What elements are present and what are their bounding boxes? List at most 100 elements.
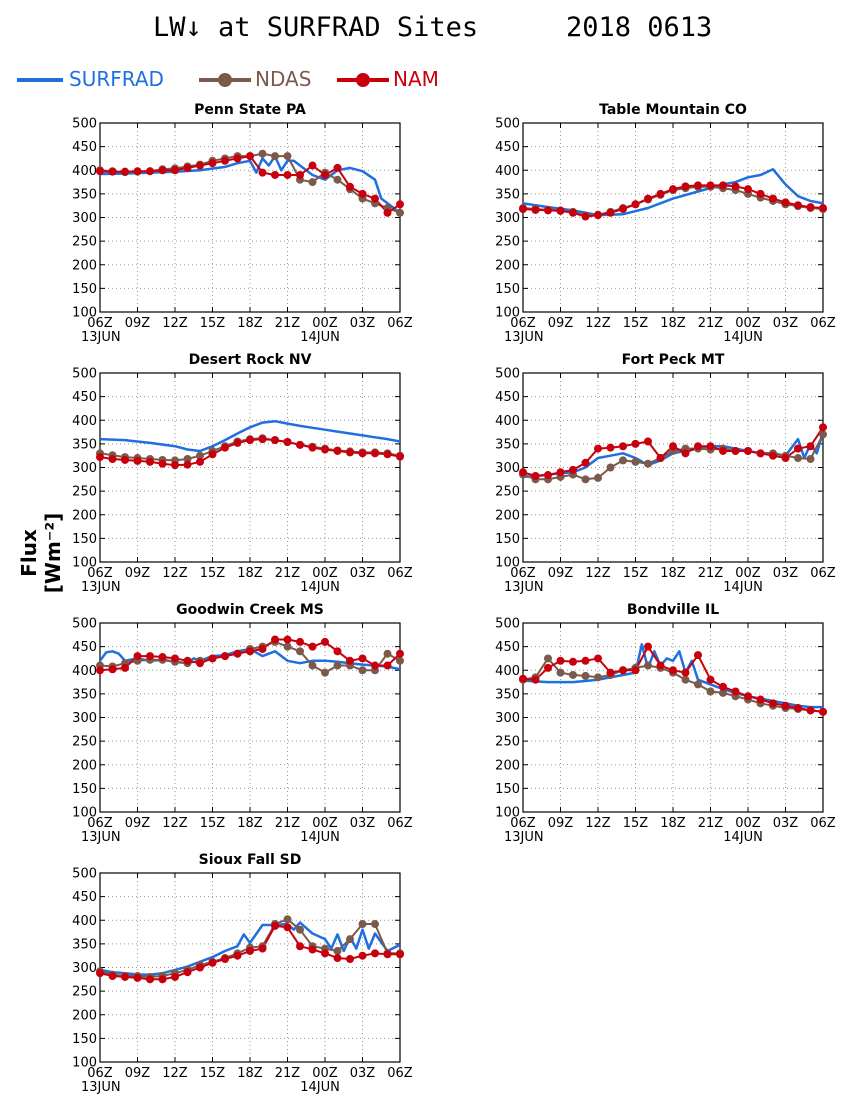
data-point-nam	[258, 435, 267, 444]
data-point-nam	[146, 167, 154, 176]
y-tick-label: 350	[72, 937, 97, 952]
y-axis-label: Flux [Wm⁻²]	[17, 512, 65, 594]
data-point-ndas	[396, 656, 404, 665]
x-tick-label: 09Z	[548, 816, 574, 831]
y-tick-label: 350	[495, 687, 520, 702]
y-tick-label: 500	[495, 617, 520, 632]
legend-label-surfrad: SURFRAD	[69, 67, 164, 91]
data-point-nam	[208, 159, 217, 168]
chart-panel-2: Desert Rock NV 100 150 200 250 300 350 400 450 50…	[72, 352, 413, 595]
x-tick-label: 03Z	[350, 816, 376, 831]
data-point-ndas	[346, 935, 354, 944]
y-tick-label: 450	[495, 140, 520, 155]
x-tick-label: 21Z	[275, 816, 301, 831]
data-point-nam	[283, 923, 292, 932]
data-point-nam	[233, 649, 242, 658]
x-tick-label: 06Z	[87, 566, 113, 581]
panel-title: Penn State PA	[194, 102, 306, 118]
y-tick-label: 150	[72, 532, 97, 547]
y-tick-label: 300	[495, 711, 520, 726]
data-point-nam	[96, 666, 104, 675]
x-tick-label: 06Z	[810, 816, 836, 831]
y-tick-label: 300	[72, 211, 97, 226]
y-tick-label: 350	[72, 187, 97, 202]
data-point-nam	[208, 958, 217, 967]
data-point-ndas	[283, 915, 292, 924]
chart-panel-5: Bondville IL 100 150 200 250 300 350 400 450 500 0…	[495, 602, 836, 845]
x-tick-label: 18Z	[660, 816, 686, 831]
data-point-nam	[308, 443, 317, 452]
data-point-nam	[806, 203, 815, 212]
data-point-nam	[383, 950, 392, 959]
y-tick-label: 400	[72, 664, 97, 679]
x-tick-label: 03Z	[350, 1066, 376, 1081]
data-point-nam	[221, 954, 229, 963]
legend: SURFRAD NDAS NAM	[15, 64, 475, 98]
y-tick-label: 400	[495, 414, 520, 429]
data-point-nam	[171, 166, 179, 175]
data-point-nam	[581, 656, 590, 665]
data-point-nam	[208, 654, 217, 663]
data-point-nam	[631, 439, 640, 448]
data-point-nam	[819, 707, 827, 716]
data-point-nam	[308, 945, 317, 954]
data-point-nam	[158, 166, 167, 175]
data-point-nam	[544, 471, 552, 480]
x-tick-label: 18Z	[237, 816, 263, 831]
x-tick-label: 06Z	[87, 816, 113, 831]
data-point-nam	[781, 198, 790, 207]
data-point-nam	[158, 653, 167, 662]
data-point-ndas	[569, 670, 577, 679]
data-point-nam	[383, 661, 392, 670]
data-point-nam	[556, 206, 565, 215]
data-point-nam	[396, 950, 404, 959]
y-tick-label: 300	[495, 461, 520, 476]
y-tick-label: 450	[72, 640, 97, 655]
data-point-ndas	[296, 647, 304, 656]
data-point-nam	[246, 647, 254, 656]
data-point-nam	[346, 448, 354, 457]
chart-panel-6: Sioux Fall SD 100 150 200 250 300 350 400 450 500…	[72, 852, 413, 1095]
data-point-ndas	[396, 208, 404, 217]
data-point-nam	[196, 457, 204, 466]
x-tick-label: 15Z	[200, 1066, 226, 1081]
data-point-nam	[531, 205, 540, 214]
data-point-nam	[606, 668, 615, 677]
x-tick-label: 00Z	[312, 816, 338, 831]
data-point-nam	[358, 449, 367, 458]
y-tick-label: 100	[495, 306, 520, 321]
y-tick-label: 250	[495, 485, 520, 500]
data-point-ndas	[271, 152, 279, 161]
data-point-nam	[133, 456, 142, 465]
y-tick-label: 250	[72, 985, 97, 1000]
data-point-nam	[619, 666, 627, 675]
data-point-nam	[556, 468, 565, 477]
data-point-ndas	[308, 178, 317, 187]
x-tick-label: 21Z	[698, 816, 724, 831]
data-point-ndas	[183, 454, 192, 463]
date-label: 14JUN	[300, 330, 340, 345]
x-tick-label: 15Z	[623, 816, 649, 831]
data-point-nam	[594, 654, 602, 663]
data-point-ndas	[631, 457, 640, 466]
x-tick-label: 09Z	[548, 566, 574, 581]
data-point-nam	[694, 181, 702, 190]
data-point-nam	[819, 423, 827, 432]
data-point-nam	[358, 951, 367, 960]
data-point-nam	[321, 949, 329, 958]
data-point-nam	[644, 194, 652, 203]
data-point-nam	[96, 167, 104, 176]
data-point-ndas	[644, 661, 652, 670]
x-tick-label: 18Z	[237, 316, 263, 331]
y-tick-label: 250	[72, 735, 97, 750]
data-point-nam	[271, 436, 279, 445]
data-point-nam	[233, 438, 242, 447]
date-label: 14JUN	[300, 1080, 340, 1095]
y-tick-label: 250	[495, 235, 520, 250]
x-tick-label: 12Z	[585, 316, 611, 331]
x-tick-label: 12Z	[162, 566, 188, 581]
data-point-nam	[283, 437, 292, 446]
y-tick-label: 200	[72, 1008, 97, 1023]
data-point-nam	[371, 449, 379, 458]
data-point-nam	[656, 189, 665, 198]
